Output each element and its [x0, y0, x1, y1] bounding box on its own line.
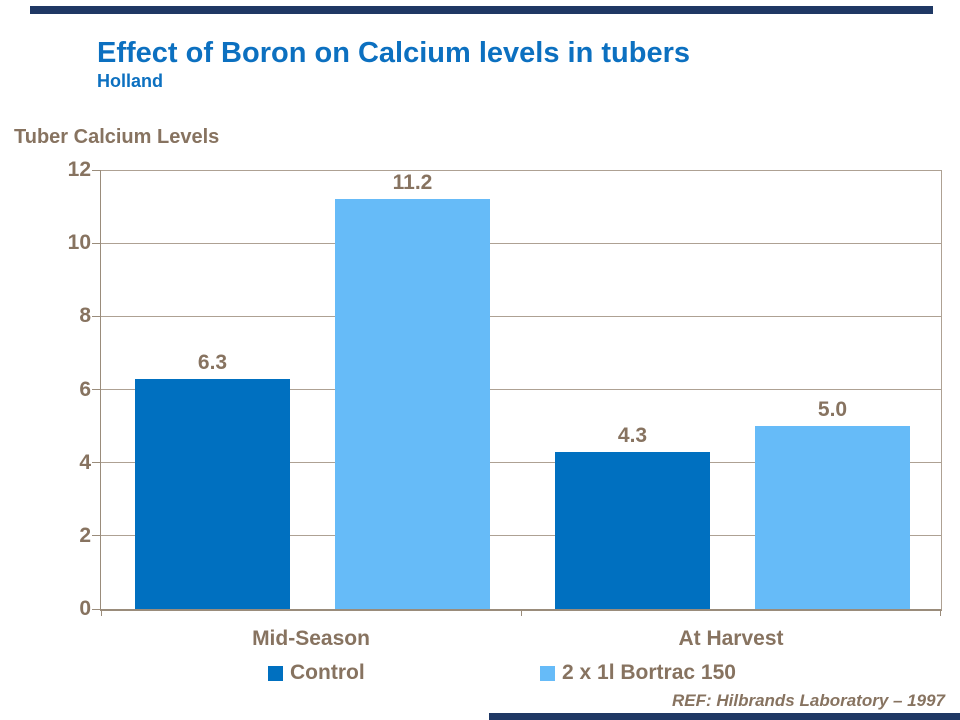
gridline	[101, 315, 941, 317]
bar-value-label: 6.3	[197, 350, 228, 374]
x-tick-mark	[940, 609, 941, 616]
y-tick-label: 4	[79, 450, 91, 474]
y-tick-label: 2	[79, 523, 91, 547]
legend-swatch-icon	[540, 665, 555, 681]
y-tick-label: 8	[79, 304, 91, 328]
bar-value-label: 5.0	[817, 398, 848, 422]
bar	[335, 199, 490, 609]
y-tick-label: 0	[79, 597, 91, 620]
bar	[135, 378, 290, 609]
legend-swatch-icon	[268, 665, 283, 681]
legend-item: Control	[268, 661, 365, 685]
x-tick-mark	[521, 609, 522, 616]
bar-value-label: 4.3	[617, 423, 648, 447]
y-tick-label: 10	[67, 231, 91, 255]
y-tick-mark	[92, 608, 101, 610]
bar	[555, 451, 710, 609]
bar-value-label: 11.2	[392, 171, 433, 195]
gridline	[101, 242, 941, 244]
legend-label: Control	[290, 661, 365, 684]
category-label: At Harvest	[678, 627, 784, 650]
top-accent-bar	[30, 6, 933, 14]
y-tick-label: 12	[67, 158, 91, 181]
legend-label: 2 x 1l Bortrac 150	[562, 661, 736, 684]
y-tick-mark	[92, 535, 101, 537]
gridline	[101, 535, 941, 537]
y-tick-mark	[92, 242, 101, 244]
y-tick-mark	[92, 315, 101, 317]
x-tick-mark	[101, 609, 102, 616]
page-subtitle: Holland	[97, 71, 163, 91]
y-tick-mark	[92, 389, 101, 390]
legend-item: 2 x 1l Bortrac 150	[540, 661, 736, 685]
y-tick-mark	[92, 462, 101, 464]
chart-axis-title: Tuber Calcium Levels	[14, 126, 220, 148]
bottom-accent-bar	[489, 713, 960, 720]
category-label: Mid-Season	[252, 627, 370, 650]
gridline	[101, 462, 941, 464]
y-tick-mark	[92, 169, 101, 171]
plot-area: 0 2 4 6 8 10 12 6.3 11.2 Mid-Season 4.3 5.0 At Harve…	[68, 159, 942, 650]
y-tick-label: 6	[79, 377, 91, 401]
gridline	[101, 169, 941, 171]
page-title: Effect of Boron on Calcium levels in tub…	[97, 37, 690, 69]
bar	[755, 426, 910, 609]
reference-note: REF: Hilbrands Laboratory – 1997	[671, 691, 945, 710]
gridline	[101, 389, 941, 390]
